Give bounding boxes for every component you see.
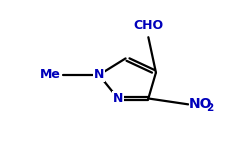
Text: NO: NO xyxy=(189,97,213,111)
Text: N: N xyxy=(113,92,123,105)
Text: N: N xyxy=(94,68,104,81)
Text: Me: Me xyxy=(40,68,61,81)
Text: CHO: CHO xyxy=(133,19,163,32)
Text: 2: 2 xyxy=(206,103,213,113)
